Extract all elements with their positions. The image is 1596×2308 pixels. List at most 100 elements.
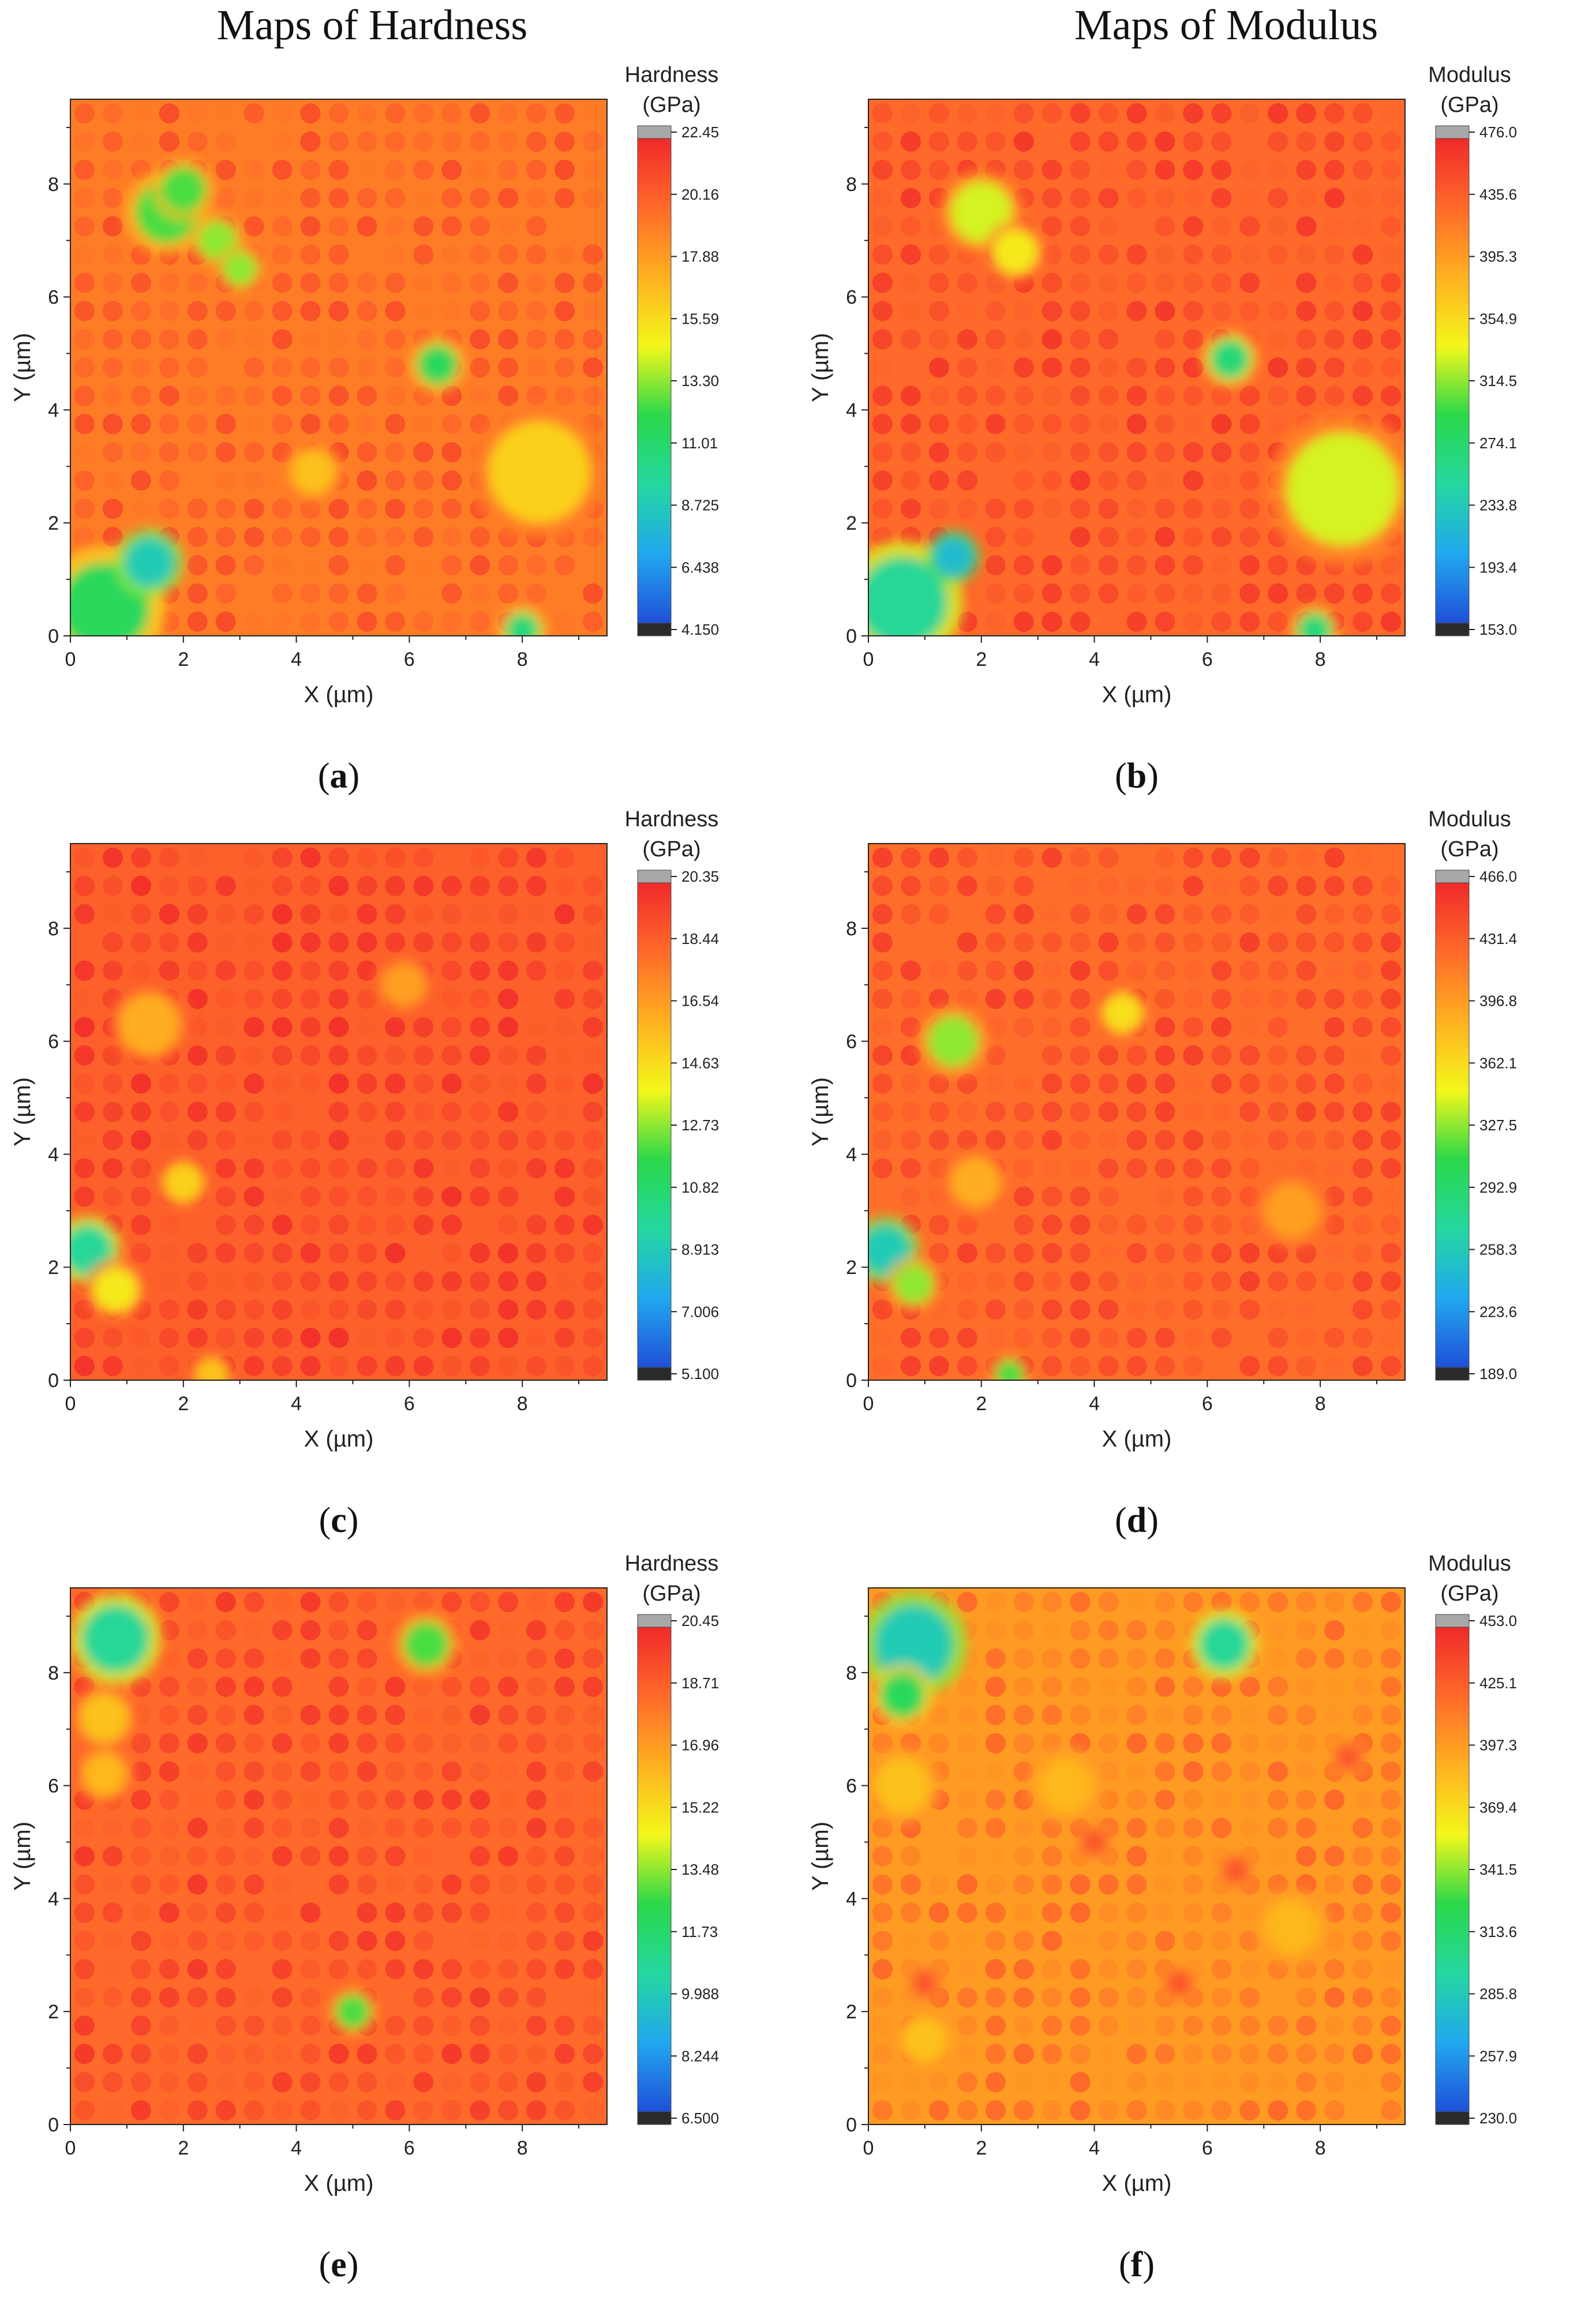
indent-point [1155, 1215, 1175, 1235]
indent-point [1239, 1158, 1260, 1179]
indent-point [215, 159, 236, 180]
indent-point [470, 357, 490, 378]
indent-point [1070, 988, 1091, 1009]
indent-point [985, 385, 1006, 406]
indent-point [215, 1676, 236, 1697]
indent-point [526, 988, 547, 1009]
y-tick-label: 2 [846, 2001, 857, 2023]
indent-point [187, 611, 208, 632]
indent-point [300, 216, 321, 237]
indent-point [357, 272, 377, 293]
indent-point [1380, 188, 1402, 208]
indent-point [1098, 1101, 1119, 1122]
indent-point [1183, 272, 1204, 293]
indent-point [1211, 847, 1232, 868]
region-core [874, 1605, 953, 1684]
indent-point [441, 2100, 462, 2121]
indent-point [1296, 2071, 1317, 2093]
indent-point [1070, 904, 1091, 924]
indent-point [413, 1733, 434, 1754]
indent-point [187, 1874, 208, 1895]
indent-point [1211, 1017, 1232, 1037]
region-core [160, 167, 206, 212]
indent-point [159, 470, 179, 491]
indent-point [470, 414, 490, 434]
indent-point [498, 1987, 519, 2008]
indent-point [159, 1818, 179, 1838]
region-core [1264, 1898, 1321, 1955]
indent-point [582, 1299, 604, 1320]
indent-point [413, 301, 434, 321]
indent-point [1324, 988, 1345, 1009]
indent-point [1211, 1130, 1232, 1151]
indent-point [102, 1818, 123, 1838]
indent-point [1070, 103, 1091, 124]
indent-point [582, 904, 604, 924]
x-tick-label: 0 [863, 2137, 874, 2159]
indent-point [272, 2100, 293, 2121]
colorbar-label: 435.6 [1479, 186, 1517, 203]
x-tick-label: 2 [178, 649, 189, 670]
plot-frame [70, 1587, 608, 2125]
indent-point [441, 875, 462, 897]
indent-point [957, 1874, 977, 1895]
x-axis-title: X (µm) [304, 2171, 374, 2196]
indent-point [130, 103, 151, 124]
indent-point [1041, 272, 1062, 293]
indent-point [300, 103, 321, 124]
indent-point [215, 1243, 236, 1264]
indent-point [1296, 301, 1317, 321]
indent-point [582, 244, 604, 265]
indent-point [1352, 1818, 1373, 1838]
indent-point [300, 301, 321, 321]
indent-point [300, 1243, 321, 1264]
indent-point [1296, 2100, 1317, 2121]
indent-point [470, 1299, 490, 1320]
indent-point [130, 1130, 151, 1151]
indent-point [1098, 1073, 1119, 1094]
indent-point [187, 301, 208, 321]
indent-point [957, 1704, 977, 1725]
indent-point [1268, 1620, 1288, 1641]
indent-point [441, 1874, 462, 1895]
indent-point [582, 188, 604, 208]
indent-point [928, 385, 949, 406]
indent-point [1041, 2044, 1062, 2065]
indent-point [187, 1846, 208, 1867]
indent-point [985, 1959, 1006, 1980]
indent-point [985, 960, 1006, 981]
indent-point [498, 1243, 519, 1264]
indent-point [470, 1215, 490, 1235]
indent-point [385, 1761, 406, 1782]
indent-point [1126, 1789, 1147, 1810]
indent-point [1380, 1045, 1402, 1066]
indent-point [928, 1299, 949, 1320]
colorbar-label: 285.8 [1479, 1985, 1517, 2003]
indent-point [1352, 159, 1373, 180]
indent-point [957, 357, 977, 378]
indent-point [1268, 414, 1288, 434]
indent-point [300, 1327, 321, 1348]
indent-point [385, 2100, 406, 2121]
indent-point [102, 1073, 123, 1094]
indent-point [1239, 1017, 1260, 1037]
indent-point [470, 188, 490, 208]
indent-point [470, 1789, 490, 1810]
indent-point [385, 272, 406, 293]
y-tick-label: 8 [846, 1662, 857, 1684]
indent-point [357, 188, 377, 208]
indent-point [1268, 2015, 1288, 2036]
indent-point [413, 1818, 434, 1838]
indent-point [872, 1959, 893, 1980]
indent-point [1126, 470, 1147, 491]
indent-point [1155, 1271, 1175, 1292]
indent-point [1098, 1648, 1119, 1669]
x-axis-title: X (µm) [1102, 682, 1172, 707]
x-tick-label: 2 [178, 2137, 189, 2159]
indent-point [441, 1704, 462, 1725]
indent-point [900, 499, 921, 519]
indent-point [243, 188, 264, 208]
indent-point [441, 2071, 462, 2093]
indent-point [243, 470, 264, 491]
indent-point [957, 875, 977, 897]
